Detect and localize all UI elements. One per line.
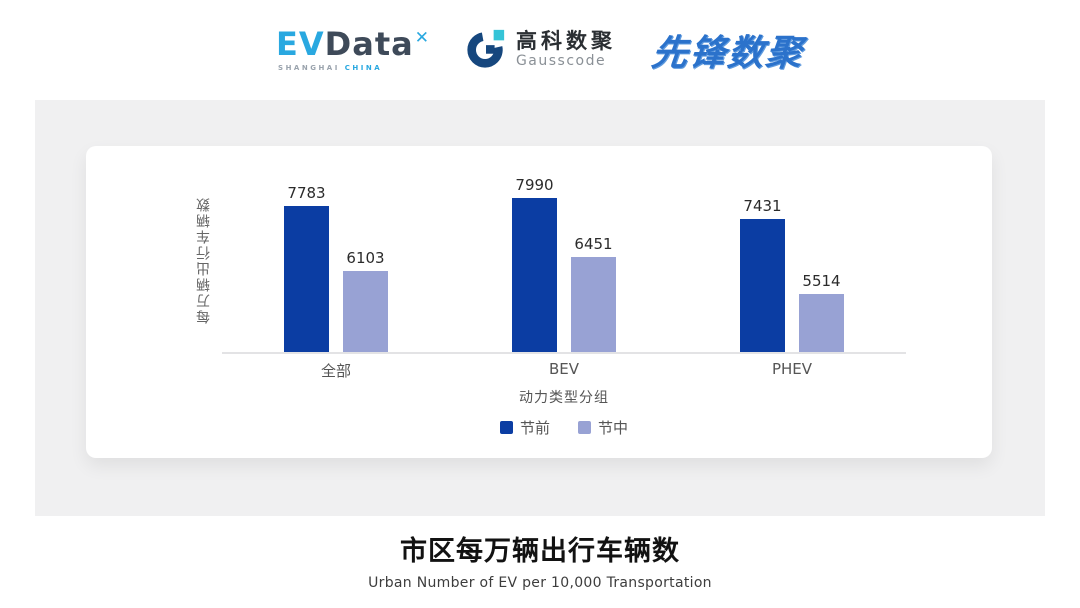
bar-wrap: 7990	[512, 176, 557, 352]
pioneer-logo: 先锋数聚	[649, 33, 806, 74]
bar-wrap: 6103	[343, 249, 388, 352]
category-label: BEV	[548, 360, 580, 378]
evdata-star-icon: ✕	[414, 28, 430, 48]
category-label: 全部	[320, 362, 351, 380]
caption-subtitle: Urban Number of EV per 10,000 Transporta…	[368, 575, 712, 591]
bar-wrap: 6451	[571, 235, 616, 352]
caption-title: 市区每万辆出行车辆数	[400, 536, 680, 567]
bar	[343, 271, 388, 352]
caption-block: 市区每万辆出行车辆数 Urban Number of EV per 10,000…	[0, 529, 1080, 591]
bar-wrap: 7783	[284, 184, 329, 352]
bar-group: 7990 6451	[512, 176, 616, 352]
chart-panel: 每万辆出行车辆数 7783 6103 7990 6451 7431 5514 全部 BEV P…	[35, 100, 1045, 516]
header-logo-bar: EVData✕ SHANGHAI CHINA 高科数聚 Gausscode 先锋…	[0, 0, 1080, 100]
evdata-logo: EVData✕ SHANGHAI CHINA	[276, 28, 429, 72]
bar-value-label: 7431	[743, 197, 782, 215]
legend-item[interactable]: 节中	[578, 417, 628, 438]
x-axis-label: 动力类型分组	[519, 390, 609, 406]
gausscode-cn-text: 高科数聚	[515, 29, 616, 54]
bar-chart: 每万辆出行车辆数 7783 6103 7990 6451 7431 5514 全部 BEV P…	[86, 146, 992, 458]
bar-value-label: 6451	[574, 235, 613, 253]
gausscode-logo: 高科数聚 Gausscode	[465, 27, 616, 73]
bar-value-label: 7783	[287, 184, 326, 202]
bar-group: 7783 6103	[284, 184, 388, 352]
gausscode-g-icon	[465, 27, 507, 73]
x-axis-line	[222, 352, 906, 354]
gausscode-en-text: Gausscode	[515, 53, 607, 70]
bar-value-label: 5514	[802, 272, 841, 290]
legend-label: 节前	[519, 419, 550, 437]
evdata-shanghai-text: SHANGHAI	[278, 64, 340, 72]
bar-value-label: 7990	[515, 176, 554, 194]
legend-swatch-icon	[578, 421, 591, 434]
y-axis-label: 每万辆出行车辆数	[196, 196, 212, 324]
evdata-china-text: CHINA	[344, 64, 383, 72]
bar	[284, 206, 329, 352]
category-row: 全部 BEV PHEV	[222, 360, 906, 381]
bar	[512, 198, 557, 352]
evdata-data-text: Data	[324, 25, 414, 63]
legend-swatch-icon	[499, 421, 513, 434]
bar	[571, 257, 616, 352]
legend-label: 节中	[598, 419, 629, 437]
bar	[740, 219, 785, 352]
category-label: PHEV	[771, 360, 813, 378]
bar-wrap: 7431	[740, 197, 785, 352]
legend-item[interactable]: 节前	[499, 417, 550, 438]
bar	[799, 294, 844, 352]
bar-value-label: 6103	[346, 249, 385, 267]
gausscode-wordmark: 高科数聚 Gausscode	[515, 29, 616, 70]
evdata-subtext: SHANGHAI CHINA	[278, 64, 382, 72]
bar-group: 7431 5514	[740, 197, 844, 352]
chart-legend: 节前 节中	[222, 417, 906, 438]
evdata-ev-text: EV	[276, 25, 325, 63]
chart-card: 每万辆出行车辆数 7783 6103 7990 6451 7431 5514 全部 BEV P…	[86, 146, 992, 458]
bar-wrap: 5514	[799, 272, 844, 352]
evdata-wordmark: EVData✕	[276, 28, 429, 60]
plot-area: 7783 6103 7990 6451 7431 5514	[222, 146, 906, 352]
